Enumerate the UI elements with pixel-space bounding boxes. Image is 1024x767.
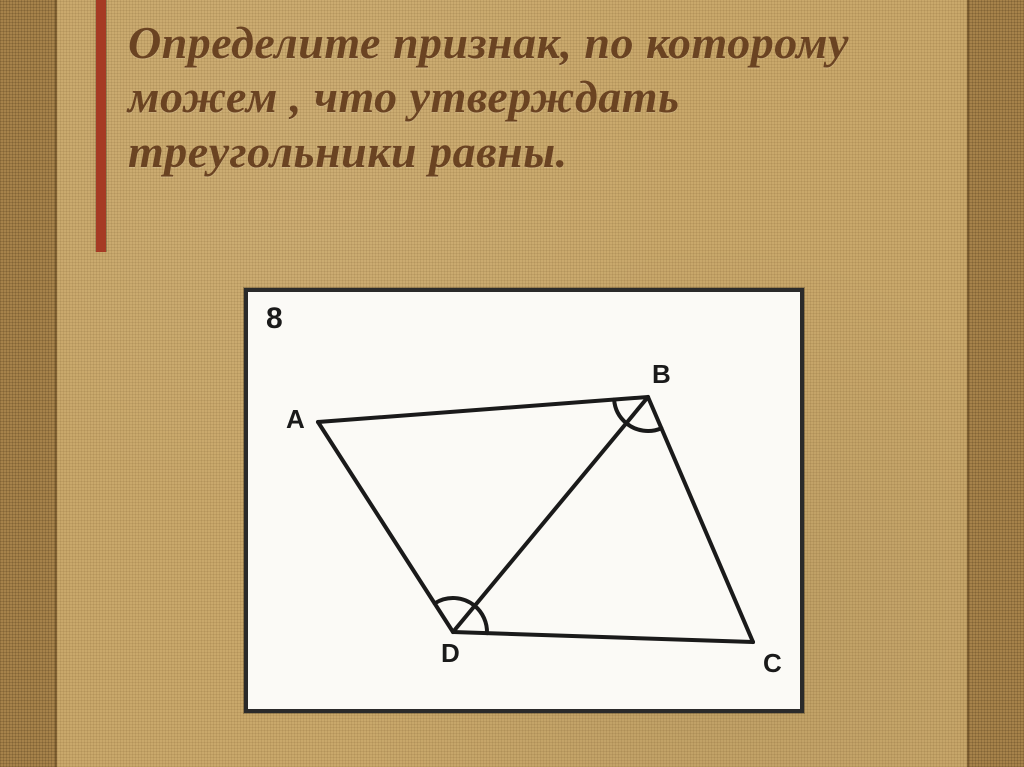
figure-frame: 8 ABDC xyxy=(244,288,804,713)
edge-AB xyxy=(318,397,648,422)
vertex-label-D: D xyxy=(441,638,460,668)
angle-mark xyxy=(475,606,487,633)
vertex-label-B: B xyxy=(652,359,671,389)
accent-bar xyxy=(96,0,106,252)
angle-mark xyxy=(626,423,661,431)
vertex-label-A: A xyxy=(286,404,305,434)
edge-BC xyxy=(648,397,753,642)
slide-title: Определите признак, по которому можем , … xyxy=(128,16,928,179)
edge-BD xyxy=(453,397,648,632)
right-border-strip xyxy=(967,0,1024,767)
vertex-label-C: C xyxy=(763,648,782,678)
geometry-diagram: A B D C xyxy=(248,292,800,709)
angle-mark xyxy=(614,400,626,424)
edge-AD xyxy=(318,422,453,632)
left-border-strip xyxy=(0,0,57,767)
edge-DC xyxy=(453,632,753,642)
slide: Определите признак, по которому можем , … xyxy=(0,0,1024,767)
angle-mark xyxy=(435,598,475,606)
